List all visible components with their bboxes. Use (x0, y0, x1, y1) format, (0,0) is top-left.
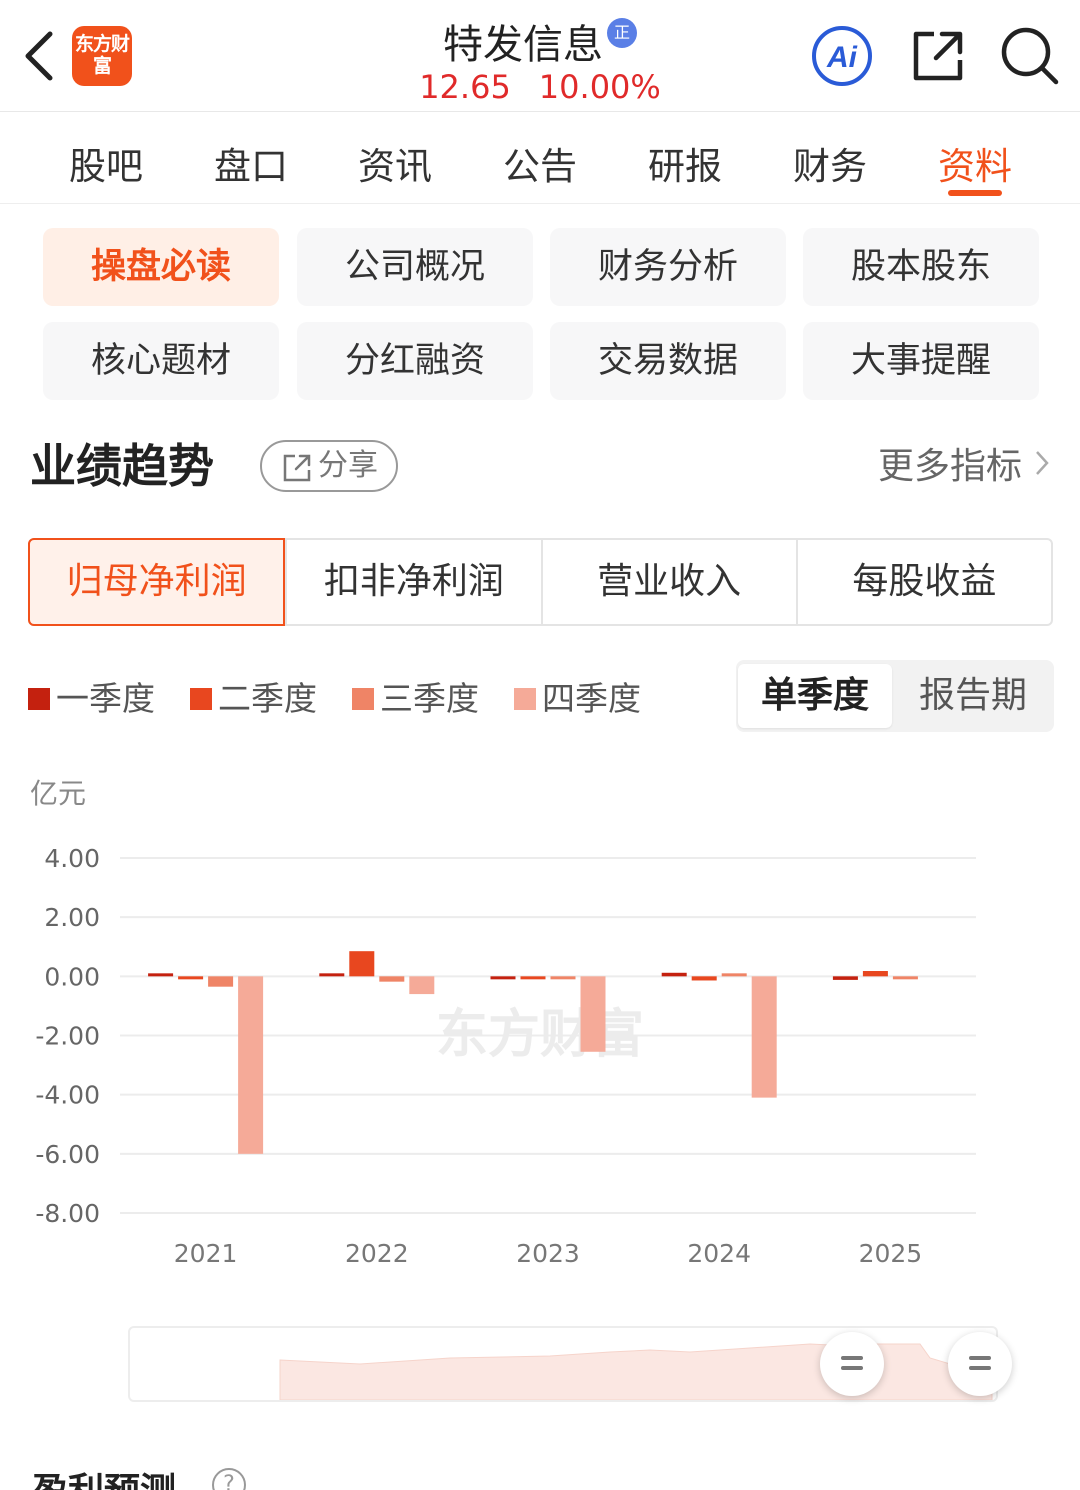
bar-2021-q3[interactable] (208, 976, 234, 987)
stock-change-pct: 10.00% (538, 68, 661, 106)
subnav-financial-analysis[interactable]: 财务分析 (550, 228, 786, 306)
main-tabs: 股吧 盘口 资讯 公告 研报 财务 资料 (0, 112, 1080, 204)
bar-2022-q4[interactable] (409, 976, 435, 995)
bar-2025-q3[interactable] (892, 976, 918, 980)
share-icon (283, 454, 311, 482)
metric-net-profit[interactable]: 归母净利润 (28, 538, 286, 626)
watermark-text: 东方财富 (436, 1004, 644, 1065)
bar-2021-q4[interactable] (238, 976, 264, 1154)
tab-profile[interactable]: 资料 (938, 145, 1012, 188)
subnav-company-overview[interactable]: 公司概况 (297, 228, 533, 306)
bar-2021-q2[interactable] (178, 976, 204, 980)
legend-q1: 一季度 (28, 672, 155, 720)
metric-deducted-net-profit[interactable]: 扣非净利润 (285, 540, 540, 624)
tab-announcements[interactable]: 公告 (503, 145, 577, 188)
legend-q3: 三季度 (352, 672, 479, 720)
subnav-event-reminders[interactable]: 大事提醒 (803, 322, 1039, 400)
more-indicators-label: 更多指标 (877, 446, 1022, 487)
y-tick-label: -6.00 (35, 1140, 100, 1169)
active-tab-indicator (948, 190, 1002, 196)
legend-swatch (514, 687, 536, 710)
x-tick-label: 2022 (345, 1239, 409, 1268)
stock-quote: 12.65 10.00% (0, 68, 1080, 106)
section-title: 业绩趋势 (30, 439, 214, 493)
bar-2024-q1[interactable] (661, 972, 687, 977)
help-icon[interactable]: ? (212, 1468, 246, 1490)
tab-pankou[interactable]: 盘口 (214, 145, 288, 188)
range-end-handle[interactable] (948, 1332, 1012, 1396)
bar-2023-q3[interactable] (550, 976, 576, 980)
share-icon[interactable] (908, 26, 968, 86)
y-tick-label: -4.00 (35, 1081, 100, 1110)
back-icon[interactable] (18, 28, 62, 84)
report-period-option[interactable]: 报告期 (918, 675, 1027, 716)
bar-2025-q1[interactable] (832, 976, 858, 980)
share-label: 分享 (318, 448, 378, 483)
subnav-shareholders[interactable]: 股本股东 (803, 228, 1039, 306)
y-tick-label: -2.00 (35, 1022, 100, 1051)
chart-unit-label: 亿元 (30, 777, 87, 810)
app-logo: 东方财富 (72, 26, 132, 86)
legend-swatch (352, 687, 374, 710)
svg-text:Ai: Ai (826, 41, 858, 74)
legend-swatch (28, 687, 50, 710)
bar-2024-q2[interactable] (691, 976, 717, 981)
subnav-dividends-financing[interactable]: 分红融资 (297, 322, 533, 400)
metric-tabs: 归母净利润 扣非净利润 营业收入 每股收益 (28, 538, 1053, 626)
more-indicators-link[interactable]: 更多指标 (878, 437, 1050, 489)
bar-2022-q1[interactable] (319, 973, 345, 977)
range-start-handle[interactable] (820, 1332, 884, 1396)
chevron-right-icon (1034, 446, 1050, 487)
bar-2022-q2[interactable] (349, 951, 375, 977)
x-tick-label: 2023 (516, 1239, 580, 1268)
bar-2024-q4[interactable] (751, 976, 777, 1098)
tab-news[interactable]: 资讯 (358, 145, 432, 188)
bar-2023-q2[interactable] (520, 976, 546, 980)
legend-swatch (190, 687, 212, 710)
legend-q4: 四季度 (514, 672, 641, 720)
stock-name: 特发信息 (443, 22, 603, 68)
period-toggle: 单季度 报告期 (736, 660, 1054, 732)
y-tick-label: -8.00 (35, 1199, 100, 1228)
y-tick-label: 2.00 (44, 903, 100, 932)
top-bar: 东方财富 特发信息正 12.65 10.00% Ai (0, 0, 1080, 112)
ai-assistant-icon[interactable]: Ai (810, 24, 874, 88)
subnav-trading-data[interactable]: 交易数据 (550, 322, 786, 400)
bar-2022-q3[interactable] (379, 976, 405, 982)
performance-bar-chart: 4.00 2.00 0.00 -2.00 -4.00 -6.00 -8.00 东方财富 20… (35, 844, 976, 1268)
x-tick-label: 2021 (174, 1239, 238, 1268)
stock-price: 12.65 (419, 68, 511, 106)
bar-2025-q2[interactable] (862, 971, 888, 977)
registration-badge-icon: 正 (607, 18, 637, 48)
metric-revenue[interactable]: 营业收入 (540, 540, 796, 624)
subnav-trading-guide[interactable]: 操盘必读 (43, 228, 279, 306)
range-scroller[interactable] (128, 1326, 1012, 1402)
share-button[interactable]: 分享 (260, 440, 398, 492)
metric-eps[interactable]: 每股收益 (795, 540, 1051, 624)
tab-finance[interactable]: 财务 (793, 145, 867, 188)
bar-2023-q1[interactable] (490, 976, 516, 980)
search-icon[interactable] (998, 24, 1062, 88)
legend-q2: 二季度 (190, 672, 317, 720)
y-tick-label: 0.00 (44, 962, 100, 991)
tab-research[interactable]: 研报 (648, 145, 722, 188)
bar-2023-q4[interactable] (580, 976, 606, 1052)
x-tick-label: 2025 (859, 1239, 923, 1268)
x-tick-label: 2024 (687, 1239, 751, 1268)
y-tick-label: 4.00 (44, 844, 100, 873)
profit-forecast-title: 盈利预测 (32, 1462, 176, 1490)
bar-2021-q1[interactable] (148, 973, 174, 977)
single-quarter-option[interactable]: 单季度 (738, 664, 892, 728)
subnav-core-themes[interactable]: 核心题材 (43, 322, 279, 400)
tab-guba[interactable]: 股吧 (69, 145, 143, 188)
bar-2024-q3[interactable] (721, 973, 747, 977)
